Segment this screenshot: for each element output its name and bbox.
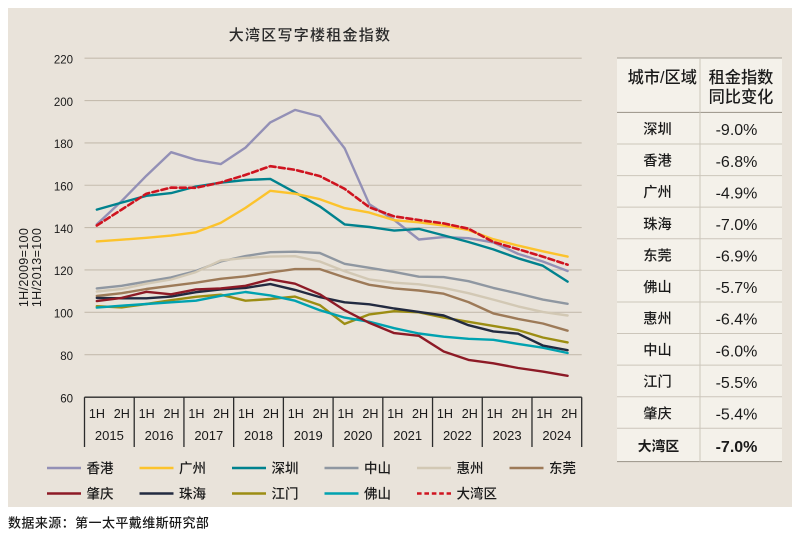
svg-text:肇庆: 肇庆 bbox=[643, 403, 671, 423]
svg-text:180: 180 bbox=[54, 139, 73, 151]
svg-text:1H: 1H bbox=[437, 407, 453, 421]
svg-text:2023: 2023 bbox=[493, 428, 522, 443]
svg-text:2H: 2H bbox=[462, 407, 478, 421]
svg-text:120: 120 bbox=[54, 266, 73, 278]
svg-text:广州: 广州 bbox=[643, 182, 671, 202]
svg-text:江门: 江门 bbox=[643, 372, 671, 392]
svg-text:佛山: 佛山 bbox=[364, 482, 391, 502]
svg-text:2H: 2H bbox=[412, 407, 428, 421]
svg-text:东莞: 东莞 bbox=[549, 457, 576, 477]
svg-text:2024: 2024 bbox=[542, 428, 571, 443]
svg-text:-6.4%: -6.4% bbox=[716, 312, 758, 329]
svg-text:肇庆: 肇庆 bbox=[87, 482, 114, 502]
svg-text:200: 200 bbox=[54, 97, 73, 109]
svg-text:深圳: 深圳 bbox=[272, 457, 299, 477]
svg-text:香港: 香港 bbox=[643, 151, 671, 171]
svg-text:江门: 江门 bbox=[272, 482, 299, 502]
svg-text:1H: 1H bbox=[288, 407, 304, 421]
svg-text:2H: 2H bbox=[511, 407, 527, 421]
svg-text:大湾区: 大湾区 bbox=[638, 435, 680, 455]
svg-text:140: 140 bbox=[54, 224, 73, 236]
svg-text:2H: 2H bbox=[362, 407, 378, 421]
svg-text:中山: 中山 bbox=[643, 340, 671, 360]
svg-text:-9.0%: -9.0% bbox=[716, 122, 758, 139]
svg-text:2H: 2H bbox=[561, 407, 577, 421]
svg-text:2016: 2016 bbox=[145, 428, 174, 443]
svg-text:同比变化: 同比变化 bbox=[709, 83, 774, 107]
svg-text:2H: 2H bbox=[213, 407, 229, 421]
svg-text:中山: 中山 bbox=[364, 457, 391, 477]
svg-text:60: 60 bbox=[60, 393, 73, 405]
svg-text:2H: 2H bbox=[313, 407, 329, 421]
svg-text:2015: 2015 bbox=[95, 428, 124, 443]
svg-text:大湾区: 大湾区 bbox=[457, 482, 498, 502]
svg-text:2019: 2019 bbox=[294, 428, 323, 443]
svg-text:1H: 1H bbox=[238, 407, 254, 421]
svg-text:1H: 1H bbox=[89, 407, 105, 421]
svg-text:2020: 2020 bbox=[343, 428, 372, 443]
svg-text:100: 100 bbox=[54, 309, 73, 321]
svg-text:-6.8%: -6.8% bbox=[716, 154, 758, 171]
svg-text:2H: 2H bbox=[263, 407, 279, 421]
svg-text:80: 80 bbox=[60, 351, 73, 363]
svg-text:1H: 1H bbox=[487, 407, 503, 421]
svg-text:城市/区域: 城市/区域 bbox=[628, 64, 697, 88]
svg-text:惠州: 惠州 bbox=[457, 457, 484, 477]
svg-text:2018: 2018 bbox=[244, 428, 273, 443]
svg-text:佛山: 佛山 bbox=[643, 277, 671, 297]
svg-text:1H: 1H bbox=[536, 407, 552, 421]
svg-text:1H/2009=100: 1H/2009=100 bbox=[17, 228, 31, 307]
svg-text:惠州: 惠州 bbox=[643, 309, 671, 329]
svg-text:租金指数: 租金指数 bbox=[709, 64, 774, 88]
svg-text:珠海: 珠海 bbox=[179, 482, 206, 502]
svg-text:1H: 1H bbox=[387, 407, 403, 421]
svg-text:220: 220 bbox=[54, 54, 73, 66]
svg-text:2022: 2022 bbox=[443, 428, 472, 443]
svg-text:香港: 香港 bbox=[87, 457, 114, 477]
svg-text:2017: 2017 bbox=[194, 428, 223, 443]
svg-text:1H: 1H bbox=[139, 407, 155, 421]
svg-text:广州: 广州 bbox=[179, 457, 206, 477]
svg-text:深圳: 深圳 bbox=[643, 119, 671, 139]
svg-text:-7.0%: -7.0% bbox=[716, 217, 758, 234]
svg-text:160: 160 bbox=[54, 181, 73, 193]
svg-text:-5.5%: -5.5% bbox=[716, 375, 758, 392]
svg-text:2H: 2H bbox=[114, 407, 130, 421]
svg-text:-5.4%: -5.4% bbox=[716, 407, 758, 424]
svg-text:1H/2013=100: 1H/2013=100 bbox=[30, 228, 44, 307]
svg-text:-6.9%: -6.9% bbox=[716, 249, 758, 266]
svg-text:2021: 2021 bbox=[393, 428, 422, 443]
svg-text:1H: 1H bbox=[188, 407, 204, 421]
svg-text:-5.7%: -5.7% bbox=[716, 280, 758, 297]
svg-text:1H: 1H bbox=[337, 407, 353, 421]
svg-text:大湾区写字楼租金指数: 大湾区写字楼租金指数 bbox=[229, 24, 392, 45]
svg-text:-6.0%: -6.0% bbox=[716, 343, 758, 360]
svg-text:-7.0%: -7.0% bbox=[716, 439, 758, 456]
svg-text:-4.9%: -4.9% bbox=[716, 185, 758, 202]
svg-text:珠海: 珠海 bbox=[643, 214, 671, 234]
svg-text:数据来源：第一太平戴维斯研究部: 数据来源：第一太平戴维斯研究部 bbox=[8, 513, 209, 532]
svg-text:东莞: 东莞 bbox=[643, 245, 671, 265]
svg-text:2H: 2H bbox=[163, 407, 179, 421]
